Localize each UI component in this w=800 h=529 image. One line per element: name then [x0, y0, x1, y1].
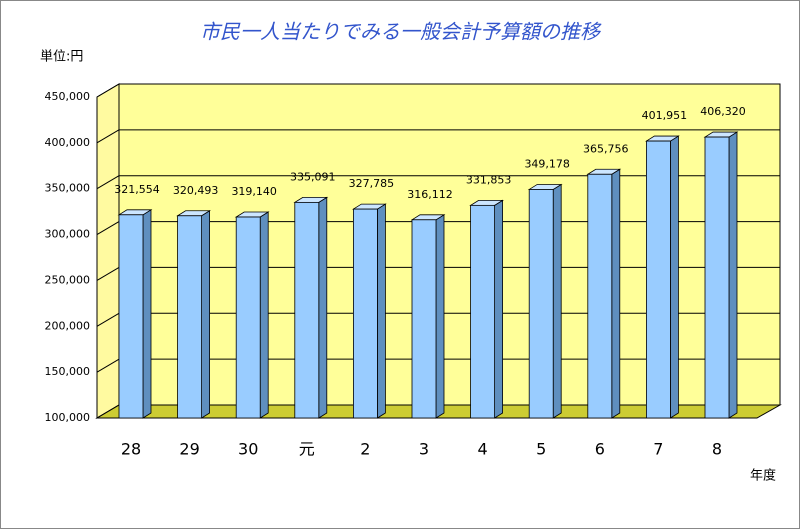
x-tick-label: 7 — [653, 440, 663, 459]
y-tick-label: 300,000 — [45, 228, 91, 241]
bar-side — [670, 135, 679, 419]
x-tick-label: 3 — [419, 440, 429, 459]
value-label: 319,140 — [231, 185, 277, 198]
y-tick-label: 100,000 — [45, 411, 91, 424]
grid-line — [96, 358, 120, 373]
value-label: 320,493 — [173, 184, 219, 197]
grid-line — [96, 129, 120, 144]
grid-line — [96, 83, 120, 98]
bar — [587, 173, 613, 419]
value-label: 349,178 — [524, 157, 570, 170]
grid-line — [96, 175, 120, 190]
bar-side — [552, 183, 562, 419]
x-axis-label: 年度 — [750, 468, 776, 484]
value-label: 331,853 — [466, 173, 512, 186]
y-tick-label: 200,000 — [45, 319, 91, 332]
grid-line — [96, 312, 120, 327]
bar-side — [142, 209, 152, 419]
bar-side — [611, 168, 621, 419]
bar-side — [318, 196, 328, 419]
x-tick-label: 8 — [712, 440, 722, 459]
value-label: 401,951 — [642, 109, 688, 122]
y-axis-label: 単位:円 — [40, 49, 83, 65]
x-tick-label: 元 — [299, 440, 315, 459]
grid-line — [96, 221, 120, 236]
bar-side — [435, 214, 445, 419]
value-label: 321,554 — [114, 183, 160, 196]
x-tick-label: 29 — [179, 440, 199, 459]
x-tick-label: 4 — [478, 440, 488, 459]
x-tick-label: 30 — [238, 440, 258, 459]
bar-side — [494, 199, 504, 419]
grid-line — [96, 404, 120, 419]
bar — [235, 216, 261, 419]
x-tick-label: 2 — [360, 440, 370, 459]
bar — [470, 204, 496, 419]
bar-side — [201, 210, 211, 419]
y-tick-label: 250,000 — [45, 273, 91, 286]
bar — [294, 201, 320, 419]
back-wall — [118, 83, 781, 406]
x-tick-label: 6 — [595, 440, 605, 459]
bar-side — [259, 211, 269, 419]
value-label: 406,320 — [700, 105, 746, 118]
x-tick-label: 5 — [536, 440, 546, 459]
chart-title: 市民一人当たりでみる一般会計予算額の推移 — [200, 20, 602, 44]
value-label: 335,091 — [290, 170, 336, 183]
bar — [118, 214, 144, 419]
bar — [352, 208, 378, 419]
bar — [411, 219, 437, 419]
bar-side — [728, 131, 738, 419]
value-label: 365,756 — [583, 142, 629, 155]
value-label: 316,112 — [407, 188, 453, 201]
y-tick-label: 400,000 — [45, 136, 91, 149]
x-tick-label: 28 — [121, 440, 141, 459]
bar — [528, 189, 554, 419]
bar-side — [376, 203, 386, 419]
y-tick-label: 350,000 — [45, 182, 91, 195]
y-tick-label: 150,000 — [45, 365, 91, 378]
value-label: 327,785 — [349, 177, 395, 190]
bar — [177, 215, 203, 419]
bar — [646, 140, 671, 419]
grid-line — [96, 266, 120, 281]
bar — [704, 136, 730, 419]
y-tick-label: 450,000 — [45, 90, 91, 103]
left-wall — [96, 83, 120, 419]
